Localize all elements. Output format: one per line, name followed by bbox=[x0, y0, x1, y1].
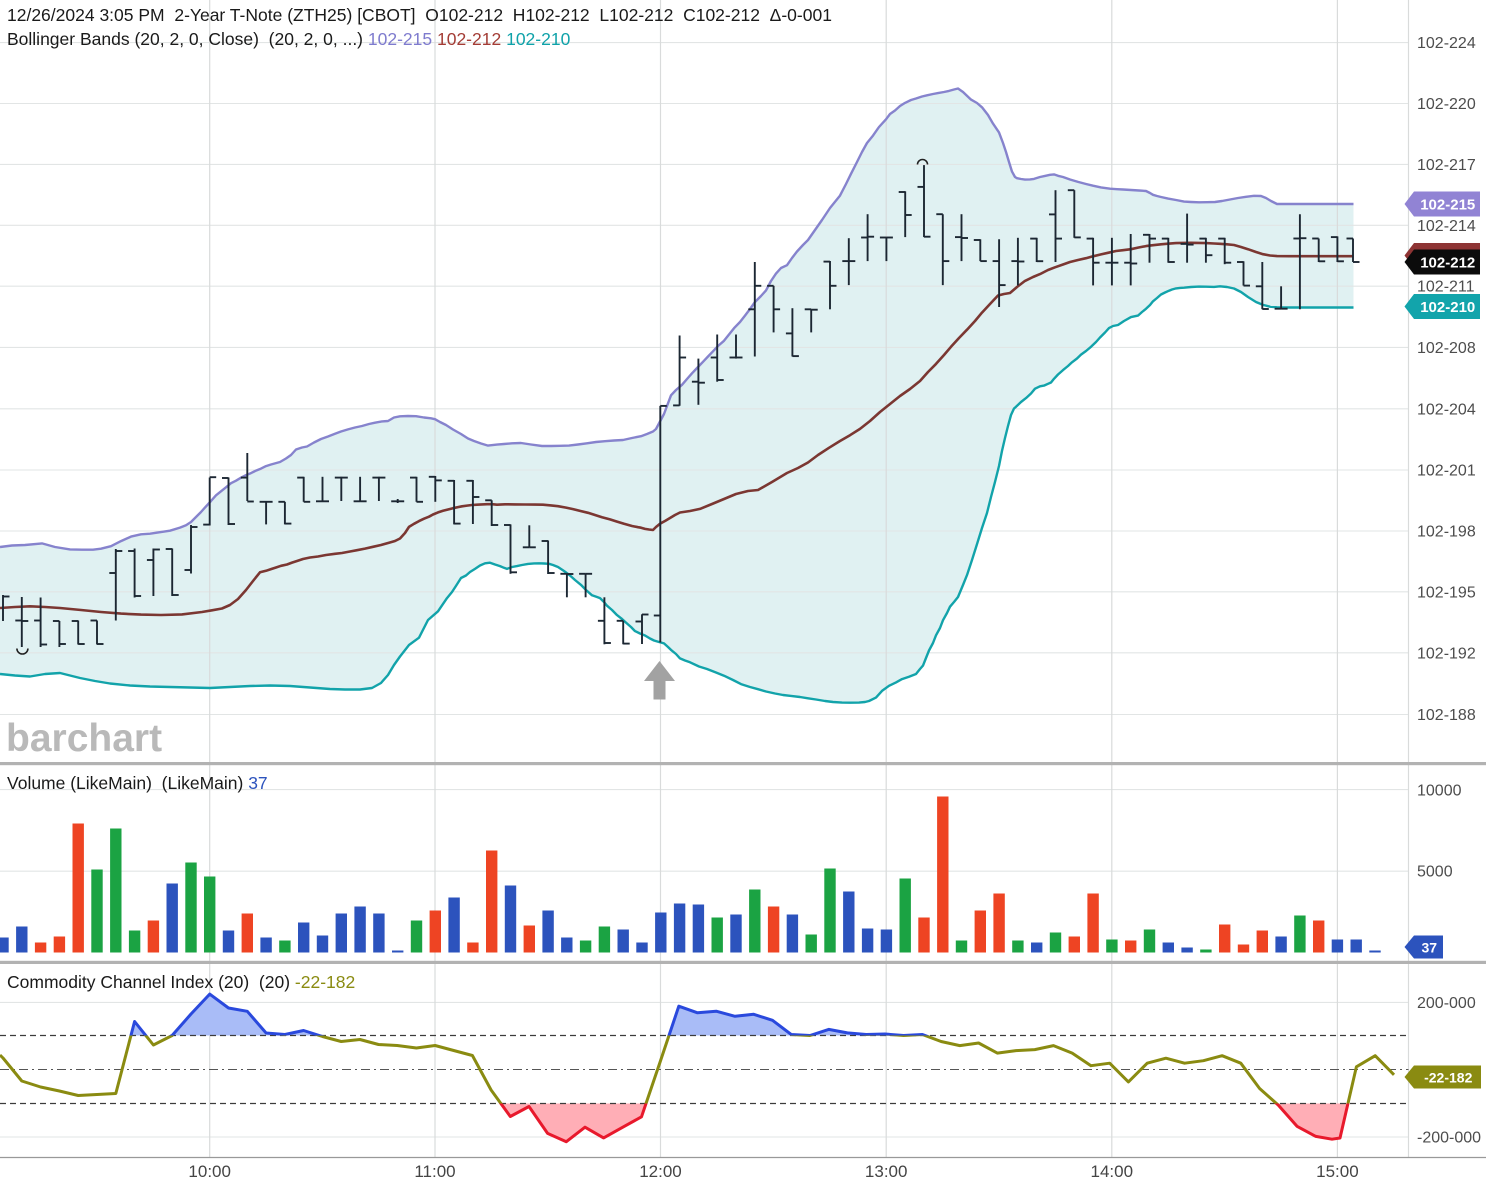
svg-text:15:00: 15:00 bbox=[1316, 1162, 1359, 1181]
svg-text:102-208: 102-208 bbox=[1417, 340, 1476, 357]
svg-text:102-215: 102-215 bbox=[1420, 197, 1475, 214]
svg-text:102-224: 102-224 bbox=[1417, 35, 1476, 52]
svg-text:10:00: 10:00 bbox=[188, 1162, 231, 1181]
svg-text:102-214: 102-214 bbox=[1417, 218, 1476, 235]
svg-text:200-000: 200-000 bbox=[1417, 995, 1476, 1012]
svg-text:102-212: 102-212 bbox=[1420, 255, 1475, 272]
svg-text:14:00: 14:00 bbox=[1091, 1162, 1134, 1181]
svg-text:barchart: barchart bbox=[6, 717, 162, 760]
svg-text:102-210: 102-210 bbox=[1420, 299, 1475, 316]
svg-text:-22-182: -22-182 bbox=[1424, 1070, 1472, 1086]
svg-text:5000: 5000 bbox=[1417, 864, 1453, 881]
svg-text:10000: 10000 bbox=[1417, 783, 1462, 800]
svg-text:12/26/2024 3:05 PM 2-Year T-N: 12/26/2024 3:05 PM 2-Year T-Note (ZTH25)… bbox=[7, 5, 832, 25]
svg-text:102-195: 102-195 bbox=[1417, 584, 1476, 601]
svg-text:102-220: 102-220 bbox=[1417, 96, 1476, 113]
svg-text:11:00: 11:00 bbox=[414, 1162, 455, 1181]
svg-text:Bollinger Bands (20, 2, 0, Clo: Bollinger Bands (20, 2, 0, Close) (20, 2… bbox=[7, 29, 571, 49]
svg-text:102-192: 102-192 bbox=[1417, 645, 1476, 662]
svg-text:102-217: 102-217 bbox=[1417, 157, 1476, 174]
svg-text:37: 37 bbox=[1421, 940, 1437, 956]
svg-text:13:00: 13:00 bbox=[865, 1162, 908, 1181]
svg-text:-200-000: -200-000 bbox=[1417, 1130, 1481, 1147]
svg-text:Volume (LikeMain) (LikeMain): Volume (LikeMain) (LikeMain) 37 bbox=[7, 773, 268, 793]
svg-text:102-211: 102-211 bbox=[1417, 279, 1475, 296]
svg-text:102-198: 102-198 bbox=[1417, 524, 1476, 541]
svg-text:102-201: 102-201 bbox=[1417, 463, 1476, 480]
svg-text:102-204: 102-204 bbox=[1417, 401, 1476, 418]
svg-text:Commodity Channel Index (20): Commodity Channel Index (20) (20) -22-18… bbox=[7, 972, 355, 992]
svg-text:12:00: 12:00 bbox=[639, 1162, 682, 1181]
svg-text:102-188: 102-188 bbox=[1417, 707, 1476, 724]
